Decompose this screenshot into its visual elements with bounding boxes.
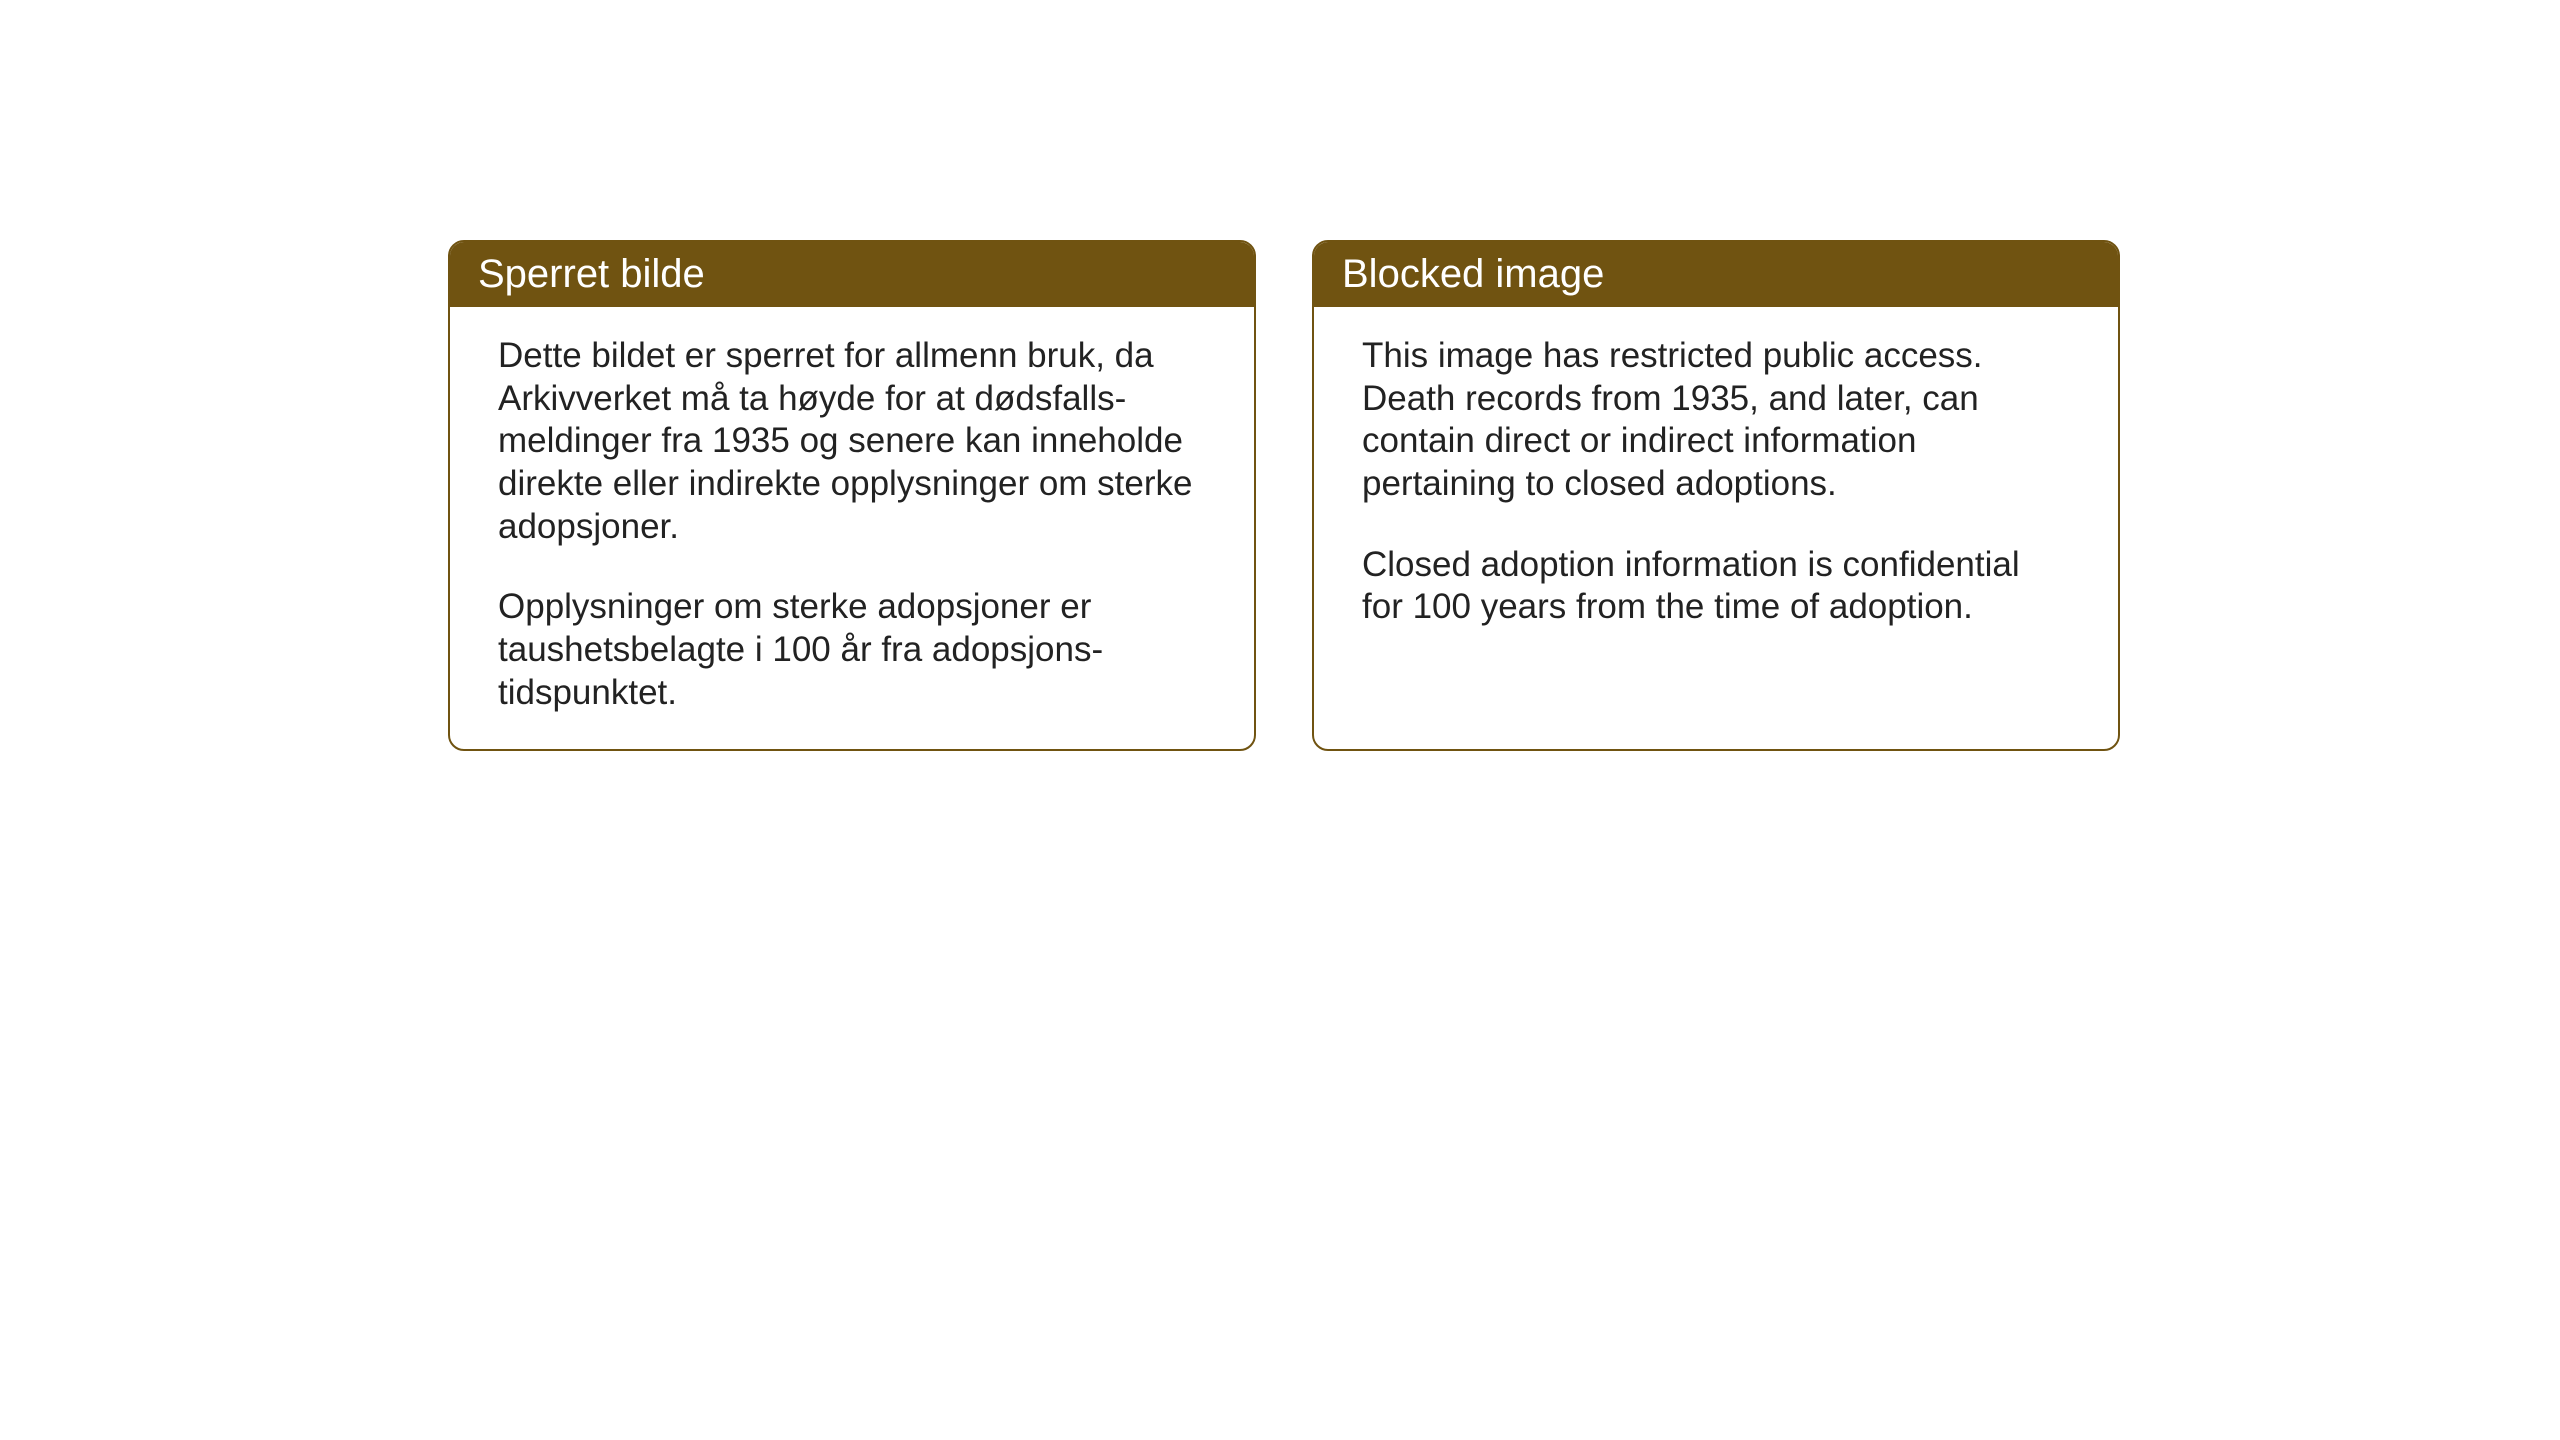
english-card-body: This image has restricted public access.… xyxy=(1314,307,2118,749)
norwegian-card-title: Sperret bilde xyxy=(478,252,705,296)
english-notice-card: Blocked image This image has restricted … xyxy=(1312,240,2120,751)
norwegian-card-body: Dette bildet er sperret for allmenn bruk… xyxy=(450,307,1254,749)
english-card-title: Blocked image xyxy=(1342,252,1604,296)
norwegian-paragraph-1: Dette bildet er sperret for allmenn bruk… xyxy=(498,335,1206,548)
english-card-header: Blocked image xyxy=(1314,242,2118,307)
english-paragraph-2: Closed adoption information is confident… xyxy=(1362,544,2070,629)
notice-container: Sperret bilde Dette bildet er sperret fo… xyxy=(448,240,2120,751)
norwegian-card-header: Sperret bilde xyxy=(450,242,1254,307)
norwegian-notice-card: Sperret bilde Dette bildet er sperret fo… xyxy=(448,240,1256,751)
norwegian-paragraph-2: Opplysninger om sterke adopsjoner er tau… xyxy=(498,586,1206,714)
english-paragraph-1: This image has restricted public access.… xyxy=(1362,335,2070,506)
